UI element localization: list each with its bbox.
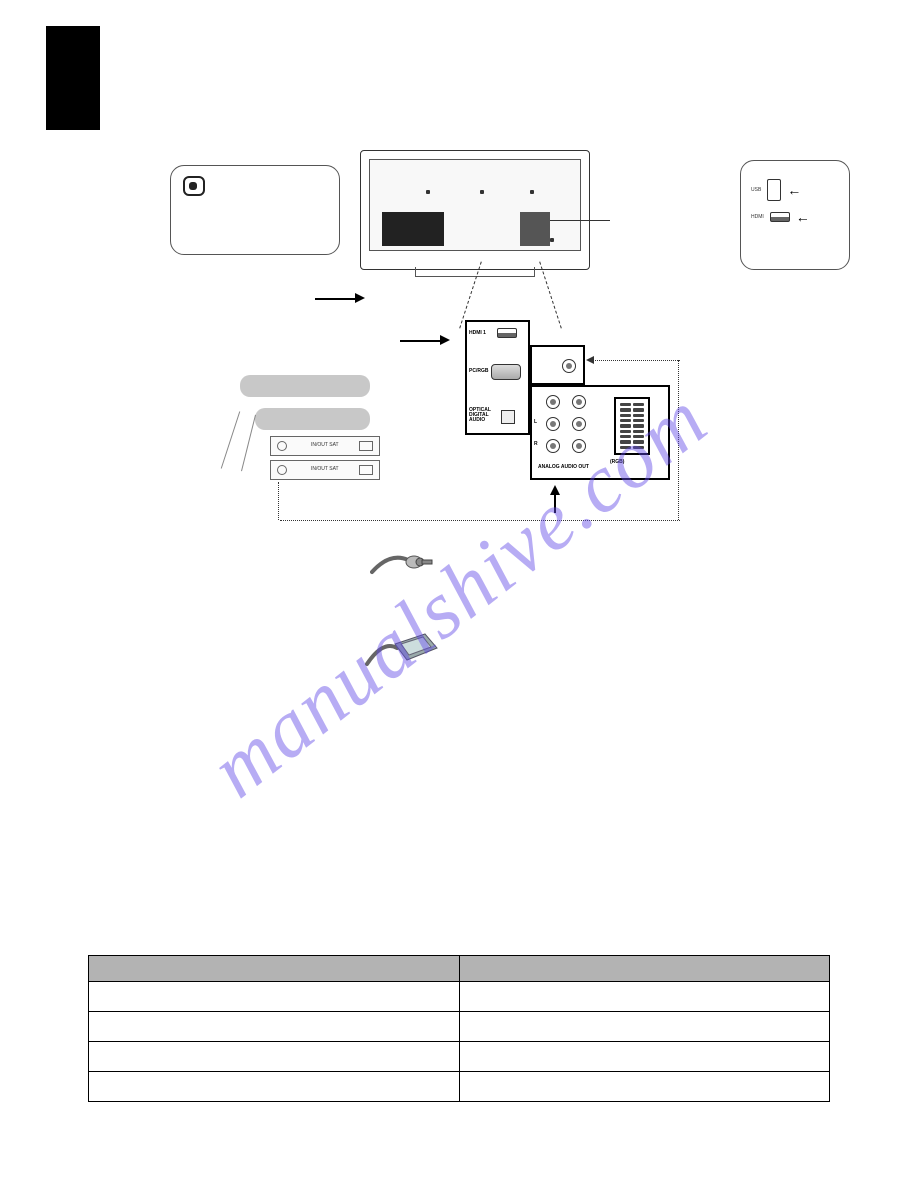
table-row [89, 1012, 830, 1042]
table-cell [89, 982, 460, 1012]
screw-icon [530, 190, 534, 194]
coax-jack-icon [277, 441, 287, 451]
camera-icon [183, 176, 205, 196]
arrow-left-icon: ← [787, 182, 801, 198]
side-black-tab [46, 26, 100, 130]
arrow-right-icon [355, 293, 365, 303]
screw-icon [480, 190, 484, 194]
leader-line [550, 220, 610, 221]
rca-video-icon [546, 395, 560, 409]
grey-label-pill [240, 375, 370, 397]
left-callout-box [170, 165, 340, 255]
grey-label-pill [255, 408, 370, 430]
coax-jack-icon [277, 465, 287, 475]
hdmi1-label: HDMI 1 [469, 330, 486, 336]
table-cell [89, 1012, 460, 1042]
cable-line [221, 411, 240, 468]
arrow-line [400, 340, 440, 342]
spec-table [88, 955, 830, 1102]
connection-diagram: USB ← HDMI ← HDMI 1 PC/RGB OPTICAL DIGIT… [170, 150, 730, 680]
screw-icon [426, 190, 430, 194]
port-column-left: HDMI 1 PC/RGB OPTICAL DIGITAL AUDIO [465, 320, 530, 435]
port-icon [359, 465, 373, 475]
scart-port-icon [614, 397, 650, 455]
scart-cable-icon [365, 630, 450, 670]
dotted-line [278, 482, 279, 520]
table-header-row [89, 956, 830, 982]
arrow-line [315, 298, 355, 300]
usb-port-icon [767, 179, 781, 201]
table-cell [459, 1012, 830, 1042]
port-block-right: L R (RGB) ANALOG AUDIO OUT [530, 385, 670, 480]
usb-port-row: USB ← [751, 179, 839, 201]
port-icon [359, 441, 373, 451]
table-row [89, 982, 830, 1012]
tv-rear-inner [369, 159, 581, 251]
rca-icon [572, 417, 586, 431]
arrow-line [554, 495, 556, 513]
hdmi-port-icon [497, 328, 517, 338]
screw-icon [550, 238, 554, 242]
rca-audio-l-icon [546, 417, 560, 431]
rca-icon [572, 439, 586, 453]
optical-port-icon [501, 410, 515, 424]
hdmi-port-row: HDMI ← [751, 209, 839, 225]
side-ports-callout: USB ← HDMI ← [740, 160, 850, 270]
table-row [89, 1072, 830, 1102]
rear-connector-panel: HDMI 1 PC/RGB OPTICAL DIGITAL AUDIO L R [445, 320, 675, 510]
hdmi-port-icon [770, 212, 790, 222]
sat-tuner-box: IN/OUT SAT [270, 436, 380, 456]
rca-icon [572, 395, 586, 409]
panel-block [520, 212, 550, 246]
sat-tuner-box: IN/OUT SAT [270, 460, 380, 480]
l-label: L [534, 419, 537, 425]
table-header-cell [89, 956, 460, 982]
dotted-line [280, 520, 680, 521]
table-cell [459, 1042, 830, 1072]
dotted-line [280, 520, 281, 521]
antenna-block [530, 345, 585, 385]
vga-port-icon [491, 364, 521, 380]
sat-label: IN/OUT SAT [311, 466, 339, 472]
tv-rear-panel [360, 150, 590, 270]
r-label: R [534, 441, 538, 447]
scart-pins [620, 403, 644, 449]
optical-label: OPTICAL DIGITAL AUDIO [469, 408, 499, 423]
table-row [89, 1042, 830, 1072]
table-cell [459, 982, 830, 1012]
hdmi-label: HDMI [751, 214, 764, 220]
arrow-left-icon: ← [796, 209, 810, 225]
scart-rgb-label: (RGB) [610, 459, 624, 465]
analog-audio-label: ANALOG AUDIO OUT [538, 465, 589, 470]
dotted-line [590, 360, 680, 361]
table-cell [89, 1042, 460, 1072]
pc-rgb-label: PC/RGB [469, 368, 488, 374]
coax-port-icon [562, 359, 576, 373]
rca-audio-r-icon [546, 439, 560, 453]
dashed-leader [539, 262, 562, 329]
sat-label: IN/OUT SAT [311, 442, 339, 448]
arrow-left-icon [586, 356, 594, 364]
coax-cable-icon [370, 548, 440, 578]
arrow-right-icon [440, 335, 450, 345]
arrow-up-icon [550, 485, 560, 495]
table-header-cell [459, 956, 830, 982]
table-cell [89, 1072, 460, 1102]
table-cell [459, 1072, 830, 1102]
cable-line [241, 415, 256, 472]
panel-block [382, 212, 444, 246]
usb-label: USB [751, 187, 761, 193]
dotted-line [678, 360, 679, 520]
